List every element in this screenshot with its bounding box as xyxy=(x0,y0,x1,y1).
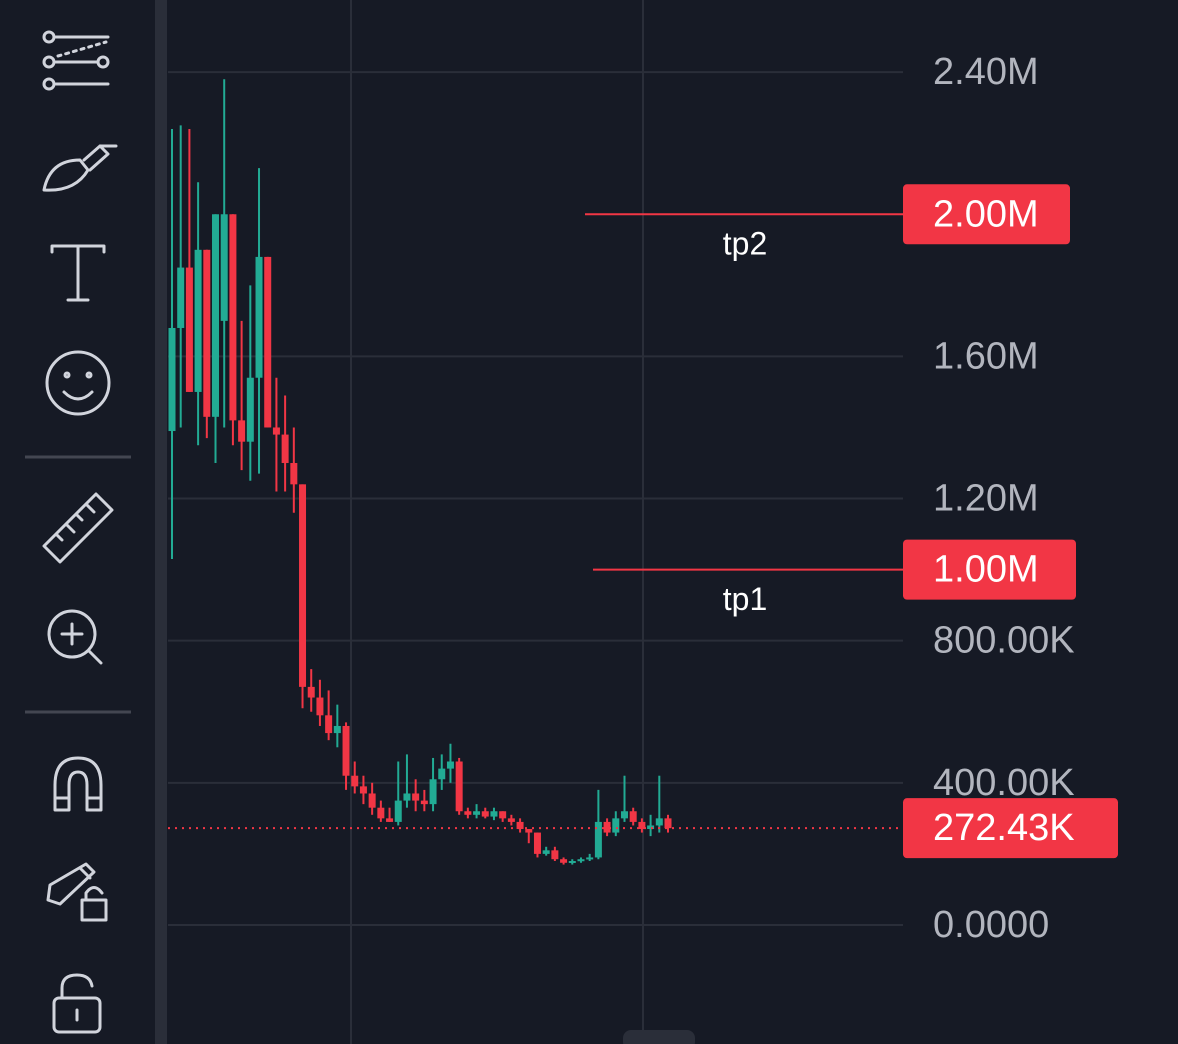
text-tool[interactable] xyxy=(50,244,106,302)
candle-body xyxy=(655,818,663,826)
magnet-tool[interactable] xyxy=(53,756,103,812)
candle-body xyxy=(429,779,437,805)
candle-body xyxy=(464,811,472,815)
candle-body xyxy=(185,267,193,392)
last-price-label: 272.43K xyxy=(933,807,1075,849)
y-tick-label: 400.00K xyxy=(933,762,1075,804)
candle-body xyxy=(342,725,350,776)
candle-body xyxy=(272,427,280,435)
candle-body xyxy=(351,775,359,787)
scroll-handle[interactable] xyxy=(623,1030,695,1044)
price-label: 2.00M xyxy=(933,193,1039,235)
price-label-box xyxy=(903,539,1076,600)
candle-body xyxy=(594,821,602,858)
ruler-tool[interactable] xyxy=(42,492,114,564)
price-label-box xyxy=(903,184,1070,245)
candle-body xyxy=(403,793,411,801)
candle-body xyxy=(307,686,315,698)
candle-body xyxy=(212,214,220,417)
y-tick-label: 1.60M xyxy=(933,335,1039,377)
candle-body xyxy=(177,267,185,328)
price-line-text: tp2 xyxy=(723,226,767,262)
brush-tool[interactable] xyxy=(42,144,118,192)
y-tick-label: 2.40M xyxy=(933,51,1039,93)
price-line-text: tp1 xyxy=(723,581,767,617)
plot: 0.0000 400.00K 800.00K 1.20M 1.60M 2.40M tp2 2.… xyxy=(168,51,1118,946)
candle-body xyxy=(577,859,585,862)
candle-body xyxy=(542,850,550,854)
candle-body xyxy=(455,761,463,812)
emoji-tool[interactable] xyxy=(45,350,111,416)
candle-body xyxy=(664,818,672,829)
candle-body xyxy=(620,811,628,819)
candle-body xyxy=(299,484,307,687)
candle-body xyxy=(194,249,202,392)
candle-body xyxy=(438,768,446,780)
y-tick-label: 800.00K xyxy=(933,620,1075,662)
candle-body xyxy=(647,825,655,830)
candle-body xyxy=(255,256,263,378)
candle-body xyxy=(446,761,454,769)
last-price-box xyxy=(903,798,1118,859)
candle-body xyxy=(290,463,298,485)
candle-body xyxy=(638,821,646,830)
candle-body xyxy=(394,800,402,822)
candle-body xyxy=(499,811,507,819)
candle-body xyxy=(168,327,176,432)
candle-body xyxy=(525,829,533,833)
candle-body xyxy=(420,800,428,805)
candle-body xyxy=(386,818,394,822)
candle-body xyxy=(516,821,524,830)
candle-body xyxy=(560,859,568,863)
candle-body xyxy=(333,725,341,734)
candle-body xyxy=(612,818,620,833)
candle-body xyxy=(359,786,367,794)
lock-drawing-tool[interactable] xyxy=(46,862,108,922)
candle-body xyxy=(629,811,637,822)
unlock-tool[interactable] xyxy=(52,973,102,1034)
candle-body xyxy=(246,377,254,442)
candle-body xyxy=(220,214,228,321)
zoom-tool[interactable] xyxy=(47,609,103,665)
y-tick-label: 0.0000 xyxy=(933,904,1049,946)
candle-body xyxy=(281,434,289,464)
price-label: 1.00M xyxy=(933,549,1039,591)
trend-line-tool[interactable] xyxy=(42,30,110,91)
toolbar-divider xyxy=(155,0,167,1044)
candle-body xyxy=(368,793,376,808)
candle-body xyxy=(203,249,211,417)
candle-body xyxy=(481,811,489,817)
candle-body xyxy=(533,832,541,854)
candle-body xyxy=(490,811,498,817)
candle-body xyxy=(377,807,385,819)
candle-body xyxy=(264,256,272,428)
candle-body xyxy=(586,857,594,860)
candle-body xyxy=(551,850,559,860)
candle-body xyxy=(507,818,515,822)
candle-body xyxy=(603,821,611,833)
y-tick-label: 1.20M xyxy=(933,478,1039,520)
candle-body xyxy=(325,715,333,734)
candle-body xyxy=(229,214,237,421)
candle-body xyxy=(412,793,420,801)
candle-body xyxy=(568,860,576,863)
candle-body xyxy=(316,697,324,716)
candle-body xyxy=(238,420,246,442)
candle-body xyxy=(473,811,481,815)
